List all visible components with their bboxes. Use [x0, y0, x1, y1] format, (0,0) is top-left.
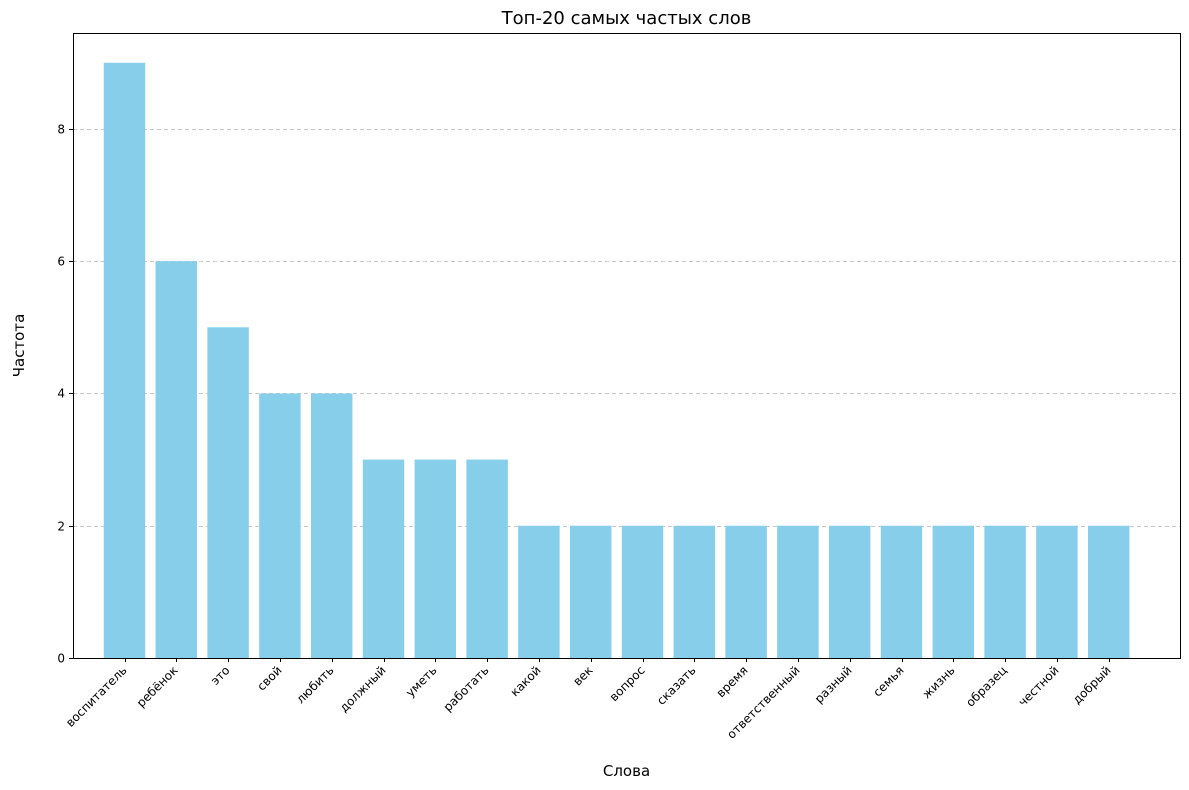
- bar: [259, 393, 301, 658]
- bar: [725, 525, 767, 658]
- x-tick-label: должный: [337, 663, 389, 715]
- bar: [155, 261, 198, 658]
- bar: [310, 393, 353, 658]
- bar: [207, 327, 249, 658]
- x-tick-label: работать: [441, 663, 492, 714]
- y-axis-label: Частота: [10, 314, 28, 378]
- bar: [414, 459, 457, 658]
- x-tick-label: добрый: [1070, 663, 1114, 707]
- bar: [1087, 525, 1130, 658]
- x-tick-label: любить: [293, 663, 336, 706]
- y-tick-label: 4: [57, 387, 65, 401]
- x-tick-label: свой: [254, 663, 284, 693]
- bar: [1036, 525, 1078, 658]
- x-tick-label: это: [208, 663, 233, 688]
- x-tick-label: век: [570, 663, 595, 688]
- x-tick-label: вопрос: [607, 663, 648, 704]
- x-tick-label: семья: [870, 663, 906, 699]
- bar: [518, 525, 560, 658]
- x-axis-ticks: воспитатель ребёнок это свой любить должный ум…: [63, 658, 1114, 742]
- x-tick-label: ребёнок: [134, 663, 181, 710]
- y-tick-label: 0: [57, 652, 65, 666]
- bar: [466, 459, 508, 658]
- x-tick-label: сказать: [654, 663, 699, 708]
- x-tick-label: уметь: [403, 663, 439, 699]
- x-tick-label: разный: [812, 663, 855, 706]
- y-tick-label: 8: [57, 123, 65, 137]
- bar: [103, 62, 146, 659]
- x-axis-label: Слова: [603, 762, 650, 780]
- bar: [932, 525, 975, 658]
- bar: [673, 525, 716, 658]
- bar: [362, 459, 405, 658]
- bars: [103, 62, 1130, 659]
- bar: [984, 525, 1026, 658]
- y-tick-label: 2: [57, 520, 65, 534]
- x-tick-label: какой: [508, 663, 544, 699]
- x-tick-label: образец: [963, 663, 1009, 709]
- bar: [569, 525, 612, 658]
- x-tick-label: воспитатель: [63, 663, 130, 730]
- bar: [777, 525, 819, 658]
- plot-frame: [73, 33, 1181, 659]
- chart-title: Топ-20 самых частых слов: [501, 8, 752, 29]
- x-tick-label: время: [714, 663, 751, 700]
- x-tick-label: жизнь: [919, 663, 957, 701]
- bar: [880, 525, 923, 658]
- y-axis-ticks: 0 2 4 6 8: [57, 123, 73, 666]
- bar: [828, 525, 871, 658]
- y-tick-label: 6: [57, 255, 65, 269]
- x-tick-label: честной: [1016, 663, 1062, 709]
- bar: [621, 525, 664, 658]
